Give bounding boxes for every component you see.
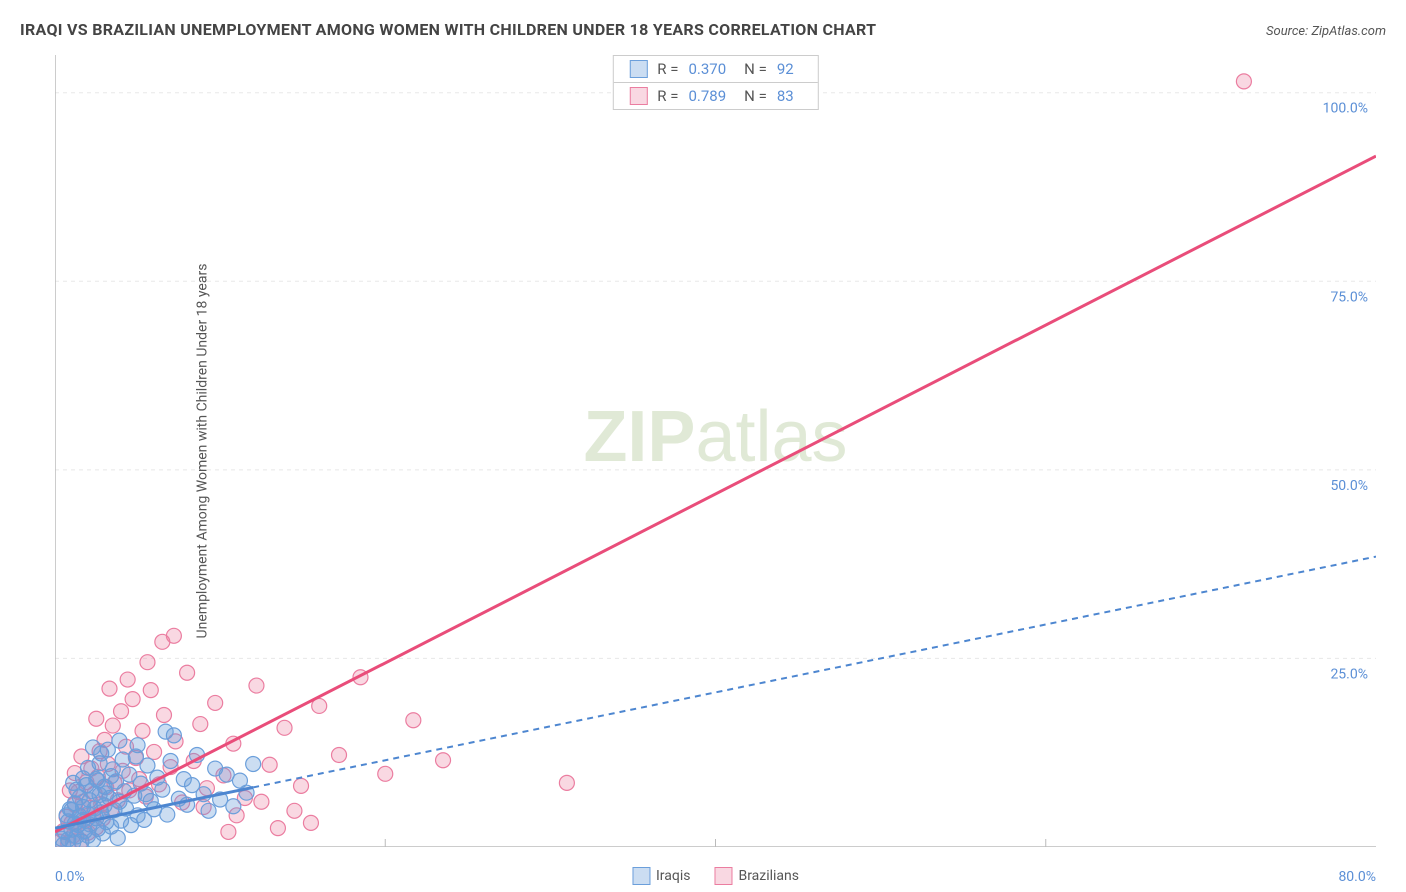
swatch-brazilians-icon bbox=[629, 87, 647, 105]
x-min-label: 0.0% bbox=[55, 869, 85, 885]
legend-row-iraqis: R = 0.370 N = 92 bbox=[613, 56, 817, 83]
legend-item-iraqis: Iraqis bbox=[632, 867, 690, 885]
correlation-legend: R = 0.370 N = 92 R = 0.789 N = 83 bbox=[612, 55, 818, 110]
svg-text:75.0%: 75.0% bbox=[1330, 289, 1368, 305]
legend-label-brazilians: Brazilians bbox=[738, 868, 799, 884]
n-value-brazilians: 83 bbox=[777, 87, 794, 105]
series-legend: Iraqis Brazilians bbox=[632, 867, 799, 885]
source-attribution: Source: ZipAtlas.com bbox=[1266, 24, 1386, 39]
scatter-plot: 25.0% 50.0% 75.0% 100.0% ZIPatlas bbox=[55, 55, 1376, 847]
svg-text:ZIPatlas: ZIPatlas bbox=[583, 397, 847, 477]
legend-label-iraqis: Iraqis bbox=[656, 868, 690, 884]
swatch-brazilians-icon bbox=[714, 867, 732, 885]
svg-text:25.0%: 25.0% bbox=[1330, 666, 1368, 682]
x-max-label: 80.0% bbox=[1338, 869, 1376, 885]
legend-item-brazilians: Brazilians bbox=[714, 867, 799, 885]
chart-area: Unemployment Among Women with Children U… bbox=[55, 55, 1376, 847]
swatch-iraqis-icon bbox=[632, 867, 650, 885]
r-value-brazilians: 0.789 bbox=[688, 87, 726, 105]
r-value-iraqis: 0.370 bbox=[688, 60, 726, 78]
chart-header: IRAQI VS BRAZILIAN UNEMPLOYMENT AMONG WO… bbox=[20, 20, 1386, 39]
svg-text:50.0%: 50.0% bbox=[1330, 478, 1368, 494]
svg-text:100.0%: 100.0% bbox=[1323, 101, 1368, 117]
legend-row-brazilians: R = 0.789 N = 83 bbox=[613, 83, 817, 109]
y-axis-label: Unemployment Among Women with Children U… bbox=[194, 264, 210, 639]
source-link[interactable]: ZipAtlas.com bbox=[1311, 24, 1386, 39]
chart-title: IRAQI VS BRAZILIAN UNEMPLOYMENT AMONG WO… bbox=[20, 20, 876, 39]
swatch-iraqis-icon bbox=[629, 60, 647, 78]
n-value-iraqis: 92 bbox=[777, 60, 794, 78]
